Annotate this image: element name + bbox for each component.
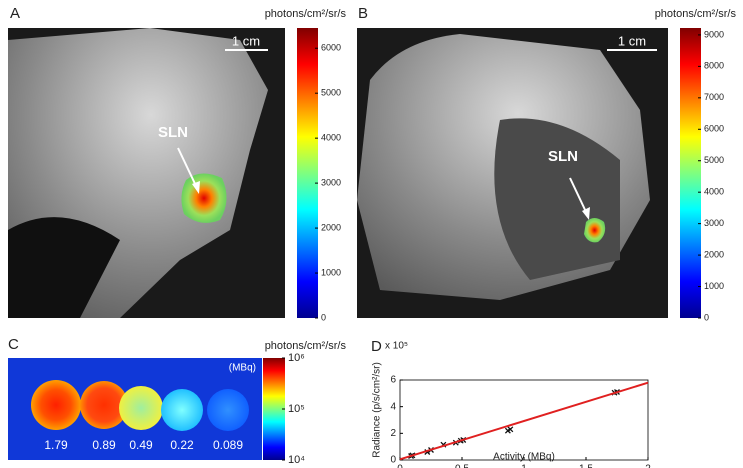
x-tick-label: 0 <box>397 464 403 468</box>
panel-label: A <box>10 5 20 22</box>
y-tick-label: 4 <box>390 401 396 412</box>
colorbar-tick-label: 9000 <box>704 29 724 39</box>
colorbar-tick-label: 2000 <box>321 222 341 232</box>
colorbar-title: photons/cm²/sr/s <box>655 8 737 20</box>
scale-bar-label: 1 cm <box>618 33 646 48</box>
colorbar-tick-label: 7000 <box>704 92 724 102</box>
colorbar-tick-label: 10⁴ <box>288 454 305 466</box>
y-tick-label: 0 <box>390 455 396 466</box>
image-b <box>357 28 668 318</box>
activity-label: 0.22 <box>170 438 194 452</box>
y-tick-label: 2 <box>390 428 396 439</box>
annotation: SLN <box>548 148 578 165</box>
x-tick-label: 1.5 <box>579 464 593 468</box>
colorbar-tick-label: 0 <box>704 312 709 322</box>
scale-bar-label: 1 cm <box>232 33 260 48</box>
unit-note: (MBq) <box>229 363 256 374</box>
colorbar <box>297 28 318 318</box>
activity-label: 0.49 <box>129 438 153 452</box>
image-a <box>8 28 285 318</box>
colorbar-tick-label: 2000 <box>704 249 724 259</box>
colorbar-tick-label: 6000 <box>704 124 724 134</box>
colorbar-tick-label: 5000 <box>321 88 341 98</box>
fit-line <box>399 381 649 461</box>
image-c <box>8 358 262 460</box>
colorbar-tick-label: 4000 <box>321 133 341 143</box>
colorbar-tick-label: 1000 <box>704 281 724 291</box>
colorbar-tick-label: 10⁵ <box>288 403 305 415</box>
colorbar-tick-label: 10⁶ <box>288 352 305 364</box>
panel-label: D <box>371 338 382 355</box>
colorbar-tick-label: 3000 <box>704 218 724 228</box>
colorbar-title: photons/cm²/sr/s <box>265 8 347 20</box>
panel-label: B <box>358 5 368 22</box>
colorbar-tick-label: 6000 <box>321 43 341 53</box>
activity-label: 0.89 <box>92 438 116 452</box>
colorbar-tick-label: 1000 <box>321 267 341 277</box>
colorbar-tick-label: 3000 <box>321 177 341 187</box>
colorbar-tick-label: 4000 <box>704 187 724 197</box>
panel-label: C <box>8 336 19 353</box>
x-tick-label: 2 <box>645 464 651 468</box>
activity-label: 1.79 <box>44 438 68 452</box>
colorbar <box>263 358 285 460</box>
colorbar-title: photons/cm²/sr/s <box>265 340 347 352</box>
colorbar-tick-label: 8000 <box>704 61 724 71</box>
activity-label: 0.089 <box>213 438 243 452</box>
y-multiplier: x 10⁵ <box>385 341 408 352</box>
colorbar-tick-label: 5000 <box>704 155 724 165</box>
y-axis-label: Radiance (p/s/cm²/sr) <box>372 362 383 458</box>
annotation: SLN <box>158 124 188 141</box>
x-tick-label: 1 <box>521 464 527 468</box>
colorbar <box>680 28 701 318</box>
colorbar-tick-label: 0 <box>321 312 326 322</box>
data-point <box>507 426 514 433</box>
x-tick-label: 0.5 <box>455 464 469 468</box>
y-tick-label: 6 <box>390 375 396 386</box>
